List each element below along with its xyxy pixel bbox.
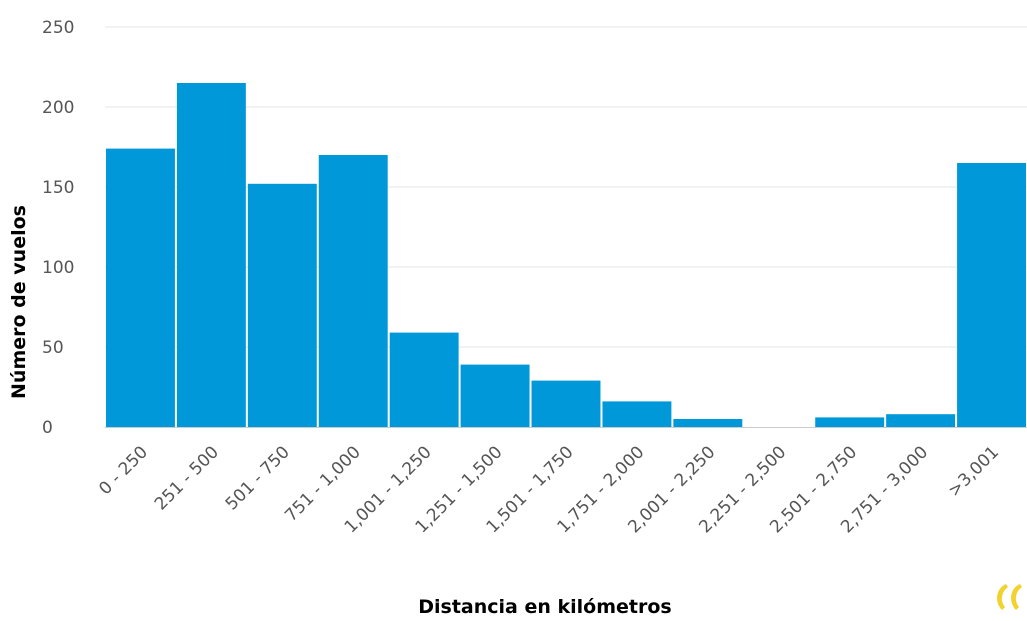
bar (318, 155, 388, 427)
y-axis-title: Número de vuelos (8, 205, 30, 399)
y-tick-labels: 0 50 100 150 200 250 (42, 18, 74, 438)
x-tick-label: 501 - 750 (222, 442, 294, 514)
bar (531, 380, 601, 427)
bar (602, 401, 672, 427)
x-tick-label: 0 - 250 (95, 442, 152, 499)
y-tick-label: 0 (42, 418, 53, 438)
bar (176, 83, 246, 427)
x-tick-label: 251 - 500 (151, 442, 223, 514)
bar (389, 332, 459, 427)
y-tick-label: 150 (42, 178, 74, 198)
x-axis-title: Distancia en kilómetros (418, 596, 671, 618)
quote-logo-icon (997, 584, 1022, 610)
y-tick-label: 250 (42, 18, 74, 38)
bar (673, 419, 743, 427)
y-tick-label: 200 (42, 98, 74, 118)
bar (815, 417, 885, 427)
bar (886, 414, 956, 427)
y-tick-label: 50 (42, 338, 64, 358)
x-tick-label: >3,001 (944, 442, 1003, 501)
bar (460, 364, 530, 427)
y-tick-label: 100 (42, 258, 74, 278)
bars (106, 83, 1026, 427)
bar (247, 183, 317, 427)
bar (106, 148, 175, 427)
bar (957, 163, 1026, 427)
